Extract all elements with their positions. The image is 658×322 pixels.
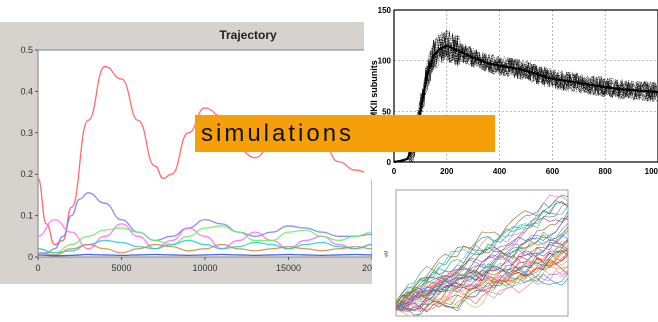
- trajectory-chart: Trajectory 0 0.1 0.2 0.3 0.4 0.5 0 5000 10000 15…: [0, 22, 372, 284]
- trajectory-ytick-label: 0.2: [20, 169, 33, 179]
- trajectory-xtick-label: 10000: [192, 263, 217, 273]
- camkii-trial-line: [394, 32, 658, 163]
- multiline-series-line: [395, 215, 569, 310]
- trajectory-series-line: [38, 192, 372, 254]
- multiline-chart: nM: [382, 184, 570, 322]
- trajectory-title: Trajectory: [219, 28, 277, 42]
- trajectory-ytick-label: 0.1: [20, 211, 33, 221]
- multiline-ylabel: nM: [384, 251, 390, 258]
- multiline-frame: [395, 189, 569, 317]
- camkii-ytick-label: 50: [382, 107, 391, 116]
- multiline-series-line: [395, 230, 569, 311]
- trajectory-series-line: [37, 225, 372, 254]
- trajectory-ytick-label: 0.4: [20, 86, 33, 96]
- trajectory-ytick-label: 0.5: [20, 45, 33, 55]
- camkii-trial-line: [393, 32, 658, 163]
- trajectory-ytick-label: 0.3: [20, 128, 33, 138]
- camkii-chart: ed CaMKII subunits 0 50 100 150 0 200 400 600 8…: [364, 2, 658, 180]
- multiline-series-line: [395, 201, 569, 303]
- camkii-mean-line: [393, 44, 658, 164]
- camkii-trial-line: [393, 34, 658, 163]
- camkii-trial-line: [393, 29, 658, 163]
- camkii-xtick-label: 100: [645, 167, 658, 176]
- camkii-trial-line: [393, 29, 658, 163]
- multiline-series-line: [395, 250, 569, 312]
- camkii-xtick-label: 600: [546, 167, 560, 176]
- camkii-xtick-label: 800: [599, 167, 613, 176]
- multiline-series-line: [395, 211, 569, 312]
- trajectory-plot-area: [37, 49, 372, 258]
- multiline-series-line: [395, 240, 569, 311]
- trajectory-xtick-label: 5000: [111, 263, 131, 273]
- camkii-xtick-label: 0: [392, 167, 397, 176]
- trajectory-series-line: [37, 239, 372, 254]
- trajectory-series-line: [37, 253, 372, 257]
- multiline-series-line: [395, 245, 569, 307]
- multiline-series-line: [395, 194, 569, 312]
- camkii-trial-line: [393, 32, 658, 163]
- camkii-ytick-label: 100: [378, 57, 392, 66]
- multiline-series-line: [395, 200, 569, 302]
- camkii-trial-line: [394, 39, 658, 163]
- camkii-xtick-label: 400: [493, 167, 507, 176]
- trajectory-ytick-label: 0: [28, 252, 33, 262]
- trajectory-xtick-label: 20: [362, 263, 372, 273]
- multiline-series-line: [395, 240, 569, 313]
- multiline-series-line: [395, 203, 569, 311]
- simulations-banner: simulations: [195, 115, 495, 152]
- multiline-series-line: [395, 250, 569, 303]
- multiline-series-line: [395, 253, 569, 311]
- camkii-trial-line: [393, 30, 658, 162]
- camkii-ytick-label: 0: [387, 158, 392, 167]
- trajectory-series-line: [37, 243, 372, 256]
- camkii-xtick-label: 200: [440, 167, 454, 176]
- multiline-series-line: [395, 217, 569, 308]
- camkii-ylabel: ed CaMKII subunits: [369, 60, 379, 144]
- multiline-series-line: [395, 259, 569, 317]
- multiline-series-line: [395, 226, 569, 306]
- multiline-series-line: [395, 258, 569, 311]
- camkii-frame: [393, 9, 658, 163]
- banner-label: simulations: [201, 119, 355, 147]
- multiline-series-line: [395, 248, 569, 304]
- multiline-series-line: [395, 265, 569, 309]
- camkii-ytick-label: 150: [378, 6, 392, 15]
- trajectory-xtick-label: 15000: [276, 263, 301, 273]
- trajectory-xtick-label: 0: [35, 263, 40, 273]
